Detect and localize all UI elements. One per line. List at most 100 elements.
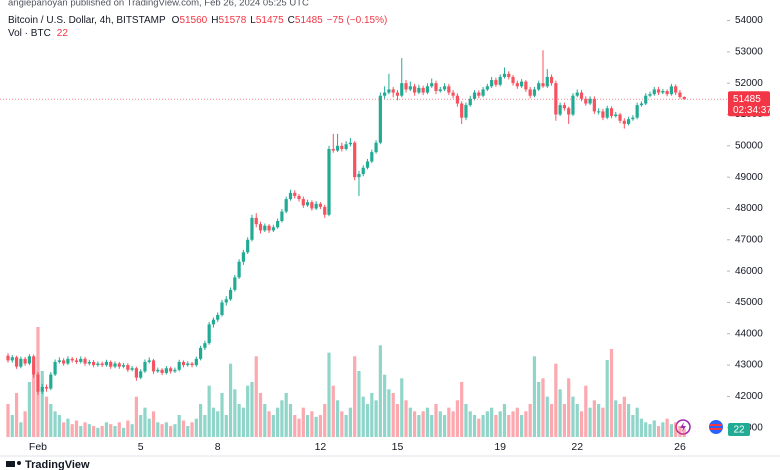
- candle-body: [592, 98, 596, 112]
- candle-body: [340, 145, 344, 149]
- publish-header: angiepanoyan published on TradingView.co…: [8, 0, 309, 9]
- volume-bar: [207, 385, 211, 437]
- volume-bar: [280, 400, 284, 437]
- candle-body: [498, 76, 502, 85]
- candle-body: [383, 92, 387, 96]
- volume-bar: [567, 378, 571, 437]
- volume-bar: [455, 400, 459, 437]
- candle-body: [532, 89, 537, 96]
- candle-body: [588, 98, 592, 104]
- candles: [6, 50, 686, 395]
- volume-bar: [348, 407, 352, 437]
- candle-body: [477, 92, 481, 96]
- y-tick-label: 49000: [735, 172, 763, 183]
- volume-bar: [62, 422, 66, 437]
- volume-bar: [511, 411, 515, 437]
- volume-bar: [524, 411, 528, 437]
- candle-body: [635, 105, 639, 118]
- volume-bar: [481, 415, 485, 437]
- volume-bar: [181, 420, 186, 437]
- flag-icon[interactable]: [709, 420, 723, 434]
- volume-bar: [267, 411, 271, 437]
- candle-body: [310, 202, 314, 209]
- volume-bar: [460, 382, 464, 437]
- volume-bar: [618, 404, 622, 437]
- x-tick-label: 22: [571, 441, 583, 453]
- volume-bar: [74, 420, 79, 437]
- volume-bar: [447, 407, 451, 437]
- icon-circle[interactable]: [709, 420, 723, 434]
- field: H: [211, 15, 218, 26]
- volume-bar: [203, 415, 207, 437]
- volume-bar: [532, 356, 537, 437]
- volume-bar: [430, 415, 434, 437]
- volume-bar: [425, 407, 430, 437]
- volume-bar: [374, 400, 378, 437]
- candle-body: [186, 363, 190, 366]
- candle-body: [481, 89, 485, 96]
- volume-bar: [288, 404, 293, 437]
- candle-body: [109, 361, 113, 367]
- volume-bar: [143, 407, 147, 437]
- volume-bar: [383, 374, 387, 437]
- volume-bar: [79, 426, 83, 437]
- candle-body: [74, 360, 79, 362]
- volume-bar: [520, 415, 524, 437]
- last-price-label: 51485: [733, 94, 761, 105]
- candle-body: [490, 80, 494, 87]
- candle-body: [233, 277, 237, 290]
- candle-body: [276, 221, 280, 228]
- candle-body: [520, 81, 524, 87]
- volume-bar: [228, 363, 233, 437]
- y-tick-label: 45000: [735, 297, 763, 308]
- volume-bar: [284, 393, 288, 437]
- candle-body: [507, 73, 511, 77]
- icon-glyph: [710, 424, 722, 426]
- candle-body: [267, 225, 271, 231]
- volume-bar: [451, 411, 455, 437]
- y-tick-label: 54000: [735, 15, 763, 26]
- candle-body: [327, 148, 331, 215]
- volume-bar: [669, 424, 673, 437]
- volume-bar: [400, 378, 404, 437]
- candle-body: [567, 108, 571, 115]
- candle-body: [365, 161, 370, 168]
- candle-body: [190, 363, 194, 366]
- candle-body: [151, 360, 156, 372]
- candle-body: [571, 95, 575, 115]
- volume-bar: [340, 411, 344, 437]
- volume-bar: [588, 407, 592, 437]
- candle-body: [237, 261, 241, 278]
- x-tick-label: Feb: [29, 441, 47, 453]
- candle-body: [370, 152, 374, 162]
- volume-bar: [477, 418, 481, 437]
- volume-bar: [558, 389, 562, 437]
- candle-body: [395, 92, 400, 96]
- volume-bar: [648, 424, 652, 437]
- candle-body: [601, 111, 605, 118]
- x-tick-label: 5: [138, 441, 144, 453]
- candle-body: [96, 363, 100, 366]
- candle-body: [147, 360, 151, 362]
- volume-bar: [237, 404, 241, 437]
- candle-body: [438, 89, 442, 92]
- candle-body: [49, 374, 53, 389]
- volume-bar: [83, 422, 87, 437]
- candle-body: [682, 96, 686, 100]
- candle-body: [113, 363, 117, 367]
- candle-body: [228, 289, 233, 300]
- candle-body: [70, 358, 74, 361]
- candle-body: [314, 203, 318, 209]
- volume-bar: [126, 420, 130, 437]
- countdown: 02:34:37: [733, 105, 772, 116]
- volume-bar: [541, 378, 545, 437]
- candle-body: [511, 76, 515, 84]
- volume-bar: [250, 382, 254, 437]
- candle-body: [374, 142, 378, 153]
- volume-bar: [44, 396, 49, 437]
- volume-bar: [387, 389, 391, 437]
- volume-bar: [682, 428, 686, 437]
- volume-bar: [6, 404, 10, 437]
- volume-bar: [502, 404, 507, 437]
- volume-bar: [537, 382, 541, 437]
